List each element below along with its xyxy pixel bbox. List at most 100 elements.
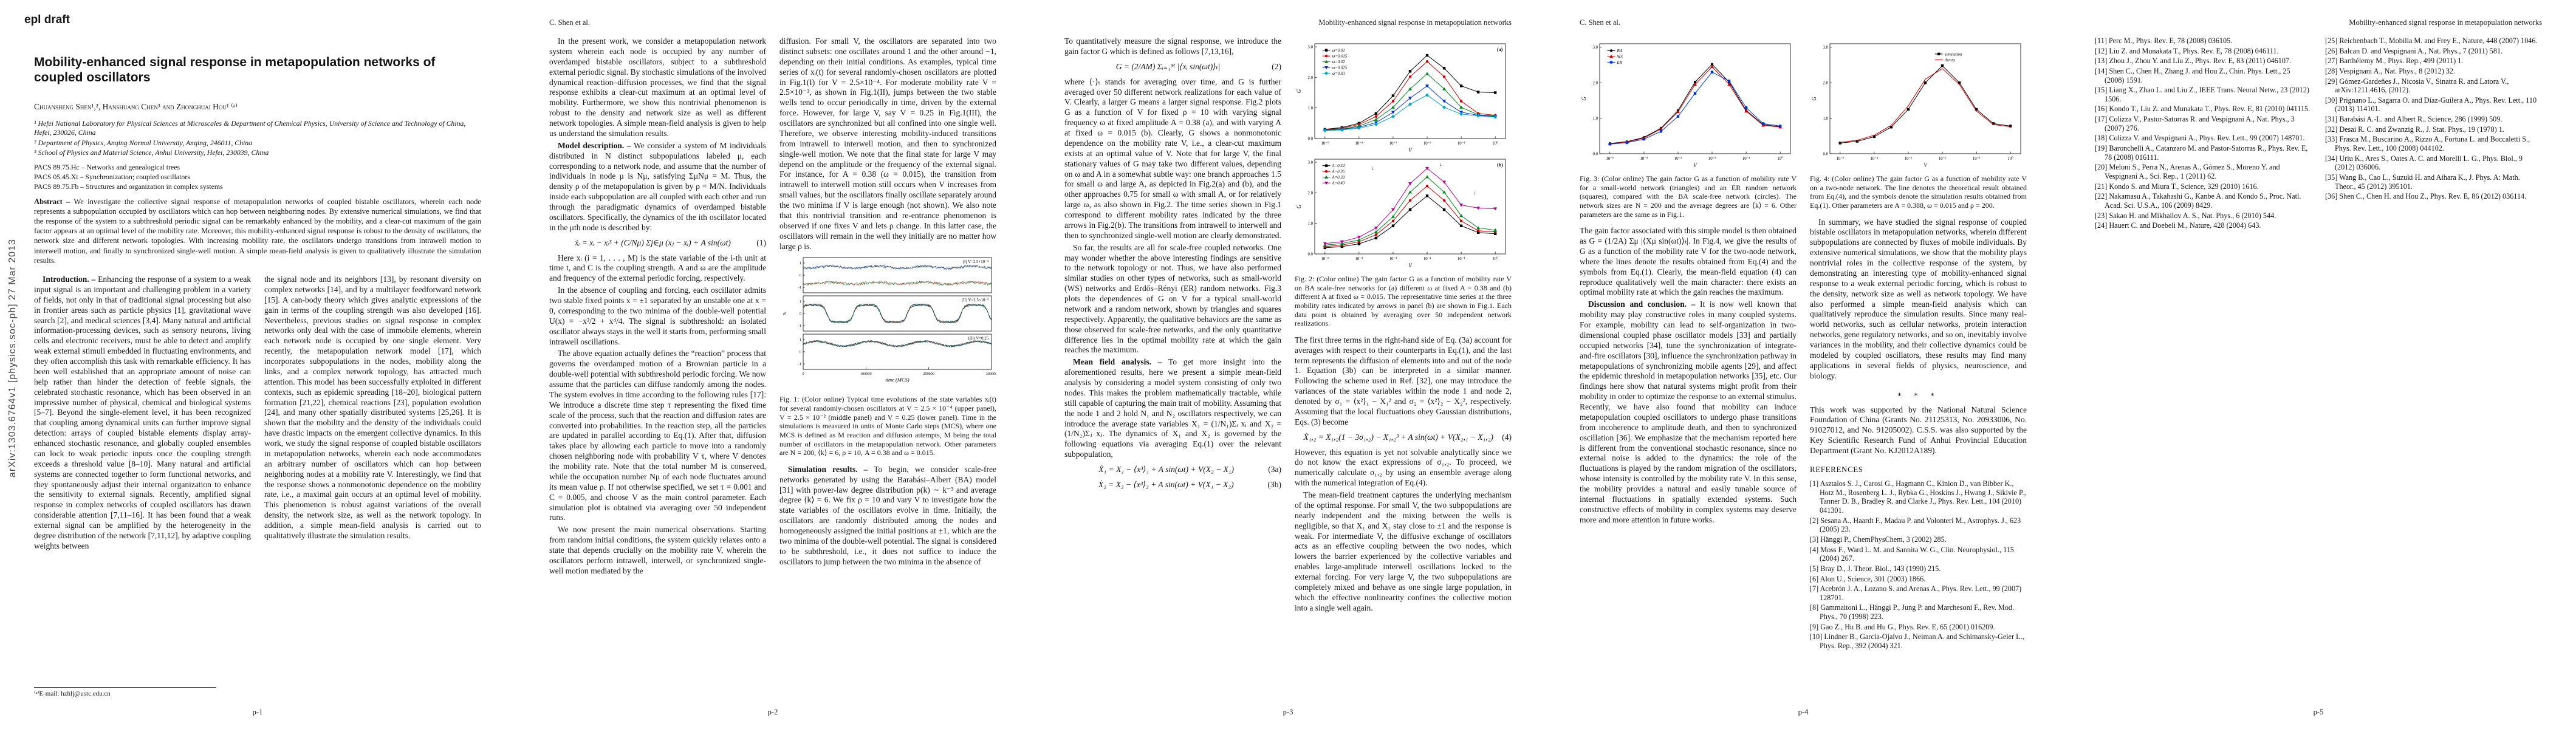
running-head: C. Shen et al. [1580,18,1621,27]
svg-text:0.0: 0.0 [1307,252,1313,256]
svg-text:10⁻²: 10⁻² [1938,157,1945,161]
figure-3-plot: 10⁻⁵ 10⁻⁴ 10⁻³ 10⁻² 10⁻¹ 10⁰ 0.0 1.0 2.0 3.0 V G BA W… [1581,43,1790,168]
svg-text:0.0: 0.0 [1592,152,1598,156]
abstract-text: We investigate the collective signal res… [34,197,481,265]
svg-text:V: V [1923,162,1928,168]
page-number: p-1 [252,708,263,716]
svg-text:10⁻³: 10⁻³ [1674,157,1681,161]
svg-text:10⁻⁴: 10⁻⁴ [1640,157,1648,161]
svg-text:theory: theory [1944,58,1955,63]
reference-item: [33] Frasca M., Buscarino A., Rizzo A., … [2325,135,2530,153]
figure-1-plot: 1 0 -1 (I) V=2.5×10⁻⁴ 1 0 -1 (II) V=2.5×10⁻² 1 0 -… [781,257,996,383]
svg-text:10⁻²: 10⁻² [1423,142,1430,146]
mean-field-text: To get more insight into the aforementio… [1064,357,1281,459]
paragraph: So far, the results are all for scale-fr… [1064,242,1281,355]
page-number: p-2 [767,708,778,716]
svg-text:10⁻⁴: 10⁻⁴ [1870,157,1878,161]
affiliation-line: ³ School of Physics and Material Science… [34,148,269,157]
svg-text:10⁻⁴: 10⁻⁴ [1355,142,1363,146]
svg-text:ω=0.02: ω=0.02 [1332,60,1345,64]
svg-text:G: G [1296,89,1302,93]
svg-text:1: 1 [799,262,801,266]
svg-text:2.0: 2.0 [1823,81,1828,86]
svg-text:1.0: 1.0 [1592,117,1598,121]
svg-text:ω=0.03: ω=0.03 [1332,72,1345,76]
intro-paragraph-cont: the signal node and its neighbors [13], … [264,275,481,540]
svg-text:G: G [1811,97,1817,101]
equation-3b-number: (3b) [1267,479,1282,489]
figure-3-caption: Fig. 3: (Color online) The gain factor G… [1580,174,1797,219]
reference-item: [15] Liang X., Zhao L. and Liu Z., IEEE … [2095,86,2309,103]
svg-text:10⁻³: 10⁻³ [1389,142,1396,146]
equation-4-body: Ẋ₁,₂ = X₁,₂(1 − 3σ₁,₂) − X₁,₂³ + A sin(ω… [1303,432,1493,442]
figure-4-caption: Fig. 4: (Color online) The gain factor G… [1810,174,2027,210]
svg-text:2.0: 2.0 [1592,81,1598,86]
svg-text:0.0: 0.0 [1823,152,1828,156]
svg-text:10⁻⁵: 10⁻⁵ [1606,157,1614,161]
svg-text:0: 0 [802,372,804,376]
page2-col-left: In the present work, we consider a metap… [549,36,766,694]
svg-text:↓: ↓ [1439,161,1442,167]
svg-text:100000: 100000 [860,372,872,376]
section-head-introduction: Introduction. – [43,275,96,284]
page4-columns: 10⁻⁵ 10⁻⁴ 10⁻³ 10⁻² 10⁻¹ 10⁰ 0.0 1.0 2.0 3.0 V G BA W… [1580,36,2027,694]
reference-item: [30] Prignano L., Sagarra O. and Díaz-Gu… [2325,95,2537,114]
equation-1-number: (1) [756,238,766,247]
acknowledgment-separator: ∗ ∗ ∗ [1897,389,1940,399]
svg-text:-1: -1 [798,363,801,367]
svg-text:-1: -1 [798,324,801,329]
section-head-mean-field: Mean field analysis. – [1073,357,1162,367]
page5-columns: [11] Perc M., Phys. Rev. E, 78 (2008) 03… [2095,36,2542,694]
reference-item: [28] Vespignani A., Nat. Phys., 8 (2012)… [2325,66,2456,75]
reference-item: [31] Barabási A.-L. and Albert R., Scien… [2325,115,2502,124]
summary-paragraph: In summary, we have studied the signal r… [1810,217,2027,380]
svg-text:ω=0.01: ω=0.01 [1332,49,1345,53]
reference-item: [4] Moss F., Ward L. M. and Sannita W. G… [1810,545,2014,563]
svg-text:↓: ↓ [1371,165,1374,171]
model-paragraph: Model description. – We consider a syste… [549,141,766,233]
svg-text:simulation: simulation [1944,52,1962,56]
page-5: Mobility-enhanced signal response in met… [2061,0,2576,729]
page-number: p-5 [2313,708,2324,716]
reference-item: [9] Gao Z., Hu B. and Hu G., Phys. Rev. … [1810,622,1995,631]
paragraph: diffusion. For small V, the oscillators … [779,36,996,251]
references-heading: REFERENCES [1810,464,1863,474]
equation-4-number: (4) [1502,432,1512,442]
svg-text:10⁰: 10⁰ [1492,257,1498,261]
svg-text:1.0: 1.0 [1307,106,1313,111]
svg-text:(III) V=0.25: (III) V=0.25 [968,337,988,341]
svg-text:0: 0 [799,312,801,317]
equation-3a-body: Ẋ₁ = X₁ − ⟨x³⟩₁ + A sin(ωt) + V(X₂ − X₁) [1098,465,1234,474]
discussion-paragraph: Discussion and conclusion. – It is now w… [1580,299,1797,525]
svg-text:300000: 300000 [985,372,996,376]
svg-text:(II) V=2.5×10⁻²: (II) V=2.5×10⁻² [961,298,988,303]
svg-text:10⁰: 10⁰ [1777,157,1783,161]
references-list: [1] Asztalos S. J., Carosi G., Hagmann C… [1810,479,2027,651]
reference-item: [2] Sesana A., Haardt F., Madau P. and V… [1810,516,2021,534]
svg-text:3.0: 3.0 [1307,160,1313,165]
page-3: Mobility-enhanced signal response in met… [1030,0,1546,729]
paragraph: In the present work, we consider a metap… [549,36,766,138]
acknowledgment: This work was supported by the National … [1810,405,2027,456]
svg-text:0.0: 0.0 [1307,137,1313,141]
references-list-right: [25] Reichenbach T., Mobilia M. and Frey… [2325,36,2542,201]
pacs-line: PACS 05.45.Xt – Synchronization; coupled… [34,172,190,181]
reference-item: [22] Nakamasu A., Takahashi G., Kanbe A.… [2095,192,2301,210]
svg-text:10⁰: 10⁰ [2007,157,2013,161]
equation-3a: Ẋ₁ = X₁ − ⟨x³⟩₁ + A sin(ωt) + V(X₂ − X₁)… [1064,465,1281,475]
figure-3: 10⁻⁵ 10⁻⁴ 10⁻³ 10⁻² 10⁻¹ 10⁰ 0.0 1.0 2.0 3.0 V G BA W… [1580,39,1797,169]
reference-item: [12] Liu Z. and Munakata T., Phys. Rev. … [2095,46,2279,55]
paragraph: To quantitatively measure the signal res… [1064,36,1281,56]
footnote-email: ⁽ᵃ⁾E-mail: hzhlj@ustc.edu.cn [34,687,216,697]
simulation-results-text: To begin, we consider scale-free network… [779,464,996,566]
figure-4-plot: 10⁻⁵ 10⁻⁴ 10⁻³ 10⁻² 10⁻¹ 10⁰ 0.0 1.0 2.0 3.0 V Gsim… [1811,43,2021,168]
svg-text:1: 1 [799,338,801,343]
reference-item: [25] Reichenbach T., Mobilia M. and Frey… [2325,36,2538,45]
discussion-text: It is now well known that mobility may p… [1580,299,1797,524]
svg-text:10⁻¹: 10⁻¹ [1972,157,1979,161]
references-list-left: [11] Perc M., Phys. Rev. E, 78 (2008) 03… [2095,36,2312,230]
page-4: C. Shen et al. 10⁻⁵ 10⁻⁴ 10⁻³ 10⁻² 10⁻¹ 10⁰ 0.… [1546,0,2061,729]
